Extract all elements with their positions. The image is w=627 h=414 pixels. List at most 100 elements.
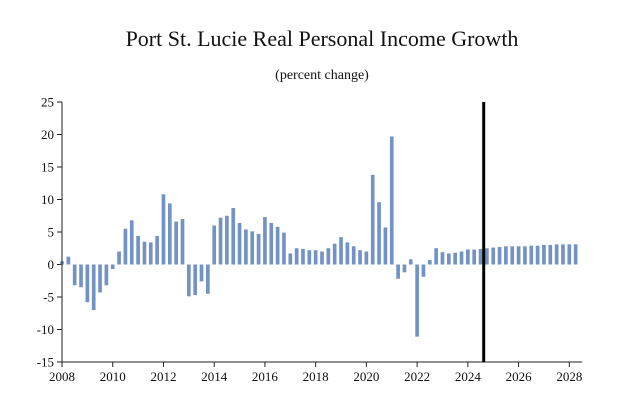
bar xyxy=(237,222,242,265)
bar xyxy=(396,264,400,279)
bar xyxy=(104,264,109,286)
bar xyxy=(516,246,521,265)
x-tick-label: 2008 xyxy=(49,369,75,384)
bar xyxy=(199,264,204,282)
bar xyxy=(466,249,470,265)
bar xyxy=(148,242,153,265)
bar xyxy=(180,219,185,265)
x-tick-label: 2024 xyxy=(455,369,482,384)
bar xyxy=(497,246,502,265)
bar xyxy=(529,245,534,265)
bar xyxy=(231,207,236,265)
x-tick-label: 2020 xyxy=(353,369,379,384)
bar xyxy=(110,264,115,270)
x-tick-label: 2014 xyxy=(201,369,228,384)
bar xyxy=(535,245,540,265)
bar xyxy=(98,264,102,293)
bar xyxy=(244,229,248,265)
y-tick-label: 0 xyxy=(48,257,55,272)
x-tick-label: 2022 xyxy=(404,369,430,384)
bar xyxy=(212,225,217,265)
bar xyxy=(364,251,369,265)
y-tick-label: -5 xyxy=(43,290,54,305)
bar xyxy=(313,250,318,265)
bar xyxy=(408,259,413,265)
bar xyxy=(332,243,337,265)
x-tick-label: 2016 xyxy=(252,369,279,384)
bar xyxy=(206,264,210,294)
y-tick-label: -15 xyxy=(37,355,54,370)
bar xyxy=(389,136,394,265)
bar xyxy=(294,248,299,265)
bars xyxy=(60,136,578,337)
x-tick-label: 2028 xyxy=(556,369,582,384)
bar xyxy=(85,264,90,303)
chart-title: Port St. Lucie Real Personal Income Grow… xyxy=(126,26,519,51)
bar xyxy=(142,241,147,265)
y-tick-label: 25 xyxy=(41,95,54,110)
bar xyxy=(167,203,172,265)
bar xyxy=(478,248,483,265)
bar xyxy=(427,259,432,265)
y-tick-label: 10 xyxy=(41,192,54,207)
bar xyxy=(269,222,274,265)
bar xyxy=(129,220,134,265)
bar xyxy=(320,251,324,265)
bar xyxy=(561,244,565,265)
x-tick-label: 2012 xyxy=(150,369,176,384)
bar xyxy=(440,252,445,265)
bar xyxy=(250,231,255,265)
bar xyxy=(307,250,312,265)
bar xyxy=(301,248,305,265)
bar xyxy=(370,174,375,265)
y-axis: 25 20 15 10 5 0 -5 -10 -15 xyxy=(37,95,62,370)
bar xyxy=(275,226,280,265)
bar xyxy=(573,244,578,265)
bar xyxy=(453,252,458,265)
y-tick-label: -10 xyxy=(37,322,54,337)
y-tick-label: 15 xyxy=(41,160,54,175)
y-tick-label: 5 xyxy=(48,225,55,240)
bar xyxy=(351,246,356,265)
bar xyxy=(446,253,451,265)
bar xyxy=(421,264,426,277)
y-tick-label: 20 xyxy=(41,127,54,142)
bar xyxy=(567,244,572,265)
bar xyxy=(554,244,559,265)
bar xyxy=(117,251,121,265)
bar xyxy=(459,251,464,265)
bar xyxy=(434,248,438,265)
bar xyxy=(174,221,178,265)
bar xyxy=(523,246,527,265)
x-tick-label: 2018 xyxy=(303,369,329,384)
bar xyxy=(472,249,477,265)
bar xyxy=(415,264,419,337)
bar xyxy=(485,248,489,265)
bar xyxy=(155,235,159,265)
bar xyxy=(402,264,407,273)
bar xyxy=(542,245,546,265)
bar xyxy=(504,246,508,265)
bar xyxy=(218,217,223,265)
x-axis: 2008 2010 2012 2014 2016 2018 2020 2022 2024 2026… xyxy=(49,362,582,384)
bar xyxy=(79,264,83,288)
bar xyxy=(288,253,293,265)
bar xyxy=(193,264,198,296)
bar xyxy=(72,264,77,286)
bar xyxy=(263,217,267,265)
bar xyxy=(91,264,96,310)
bar xyxy=(339,237,343,265)
bar xyxy=(491,247,496,265)
x-tick-label: 2010 xyxy=(100,369,126,384)
bar xyxy=(282,232,286,265)
bar xyxy=(383,227,388,265)
bar xyxy=(256,233,261,265)
bar xyxy=(345,242,350,265)
bar xyxy=(510,246,515,265)
bar xyxy=(136,235,140,265)
bar xyxy=(377,202,381,265)
chart-subtitle: (percent change) xyxy=(275,68,369,83)
x-tick-label: 2026 xyxy=(506,369,533,384)
bar xyxy=(548,245,553,265)
